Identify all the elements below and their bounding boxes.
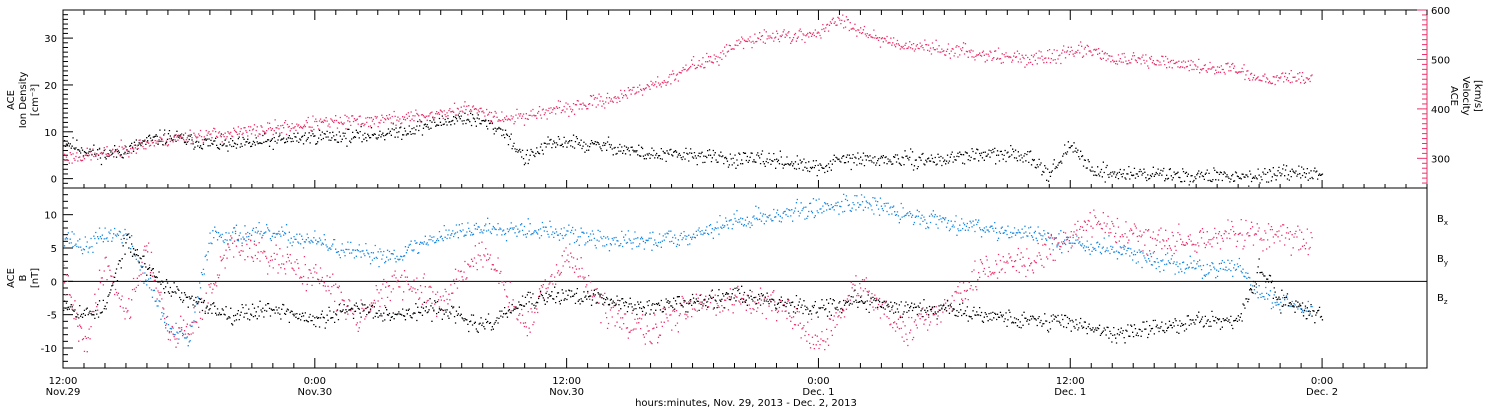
by-series-points bbox=[63, 193, 1313, 347]
x-tick-date: Nov.29 bbox=[46, 387, 81, 398]
b-tick-label: -10 bbox=[41, 344, 57, 355]
x-tick-time: 0:00 bbox=[304, 376, 326, 387]
ion-density-series bbox=[63, 112, 1324, 187]
bottom-panel-frame bbox=[62, 187, 1428, 369]
velocity-tick-label: 500 bbox=[1431, 55, 1450, 66]
bx-series bbox=[63, 233, 1324, 344]
legend-label: Bz bbox=[1437, 293, 1448, 306]
b-tick-label: 0 bbox=[51, 277, 57, 288]
legend-label: By bbox=[1437, 254, 1448, 267]
x-tick-date: Dec. 2 bbox=[1306, 387, 1338, 398]
b-tick-label: -5 bbox=[47, 311, 57, 322]
legend-subscript: z bbox=[1444, 298, 1448, 306]
velocity-series-points bbox=[63, 14, 1313, 164]
legend-subscript: x bbox=[1444, 219, 1448, 227]
b-axis-label-2: [nT] bbox=[30, 268, 41, 288]
b-tick-label: 10 bbox=[44, 211, 57, 222]
x-tick-date: Dec. 1 bbox=[802, 387, 834, 398]
x-axis-title: hours:minutes, Nov. 29, 2013 - Dec. 2, 2… bbox=[635, 398, 857, 409]
x-tick-date: Dec. 1 bbox=[1054, 387, 1086, 398]
top-series-group bbox=[63, 14, 1324, 187]
density-tick-label: 20 bbox=[44, 81, 57, 92]
bx-series-points bbox=[63, 233, 1324, 344]
x-tick-date: Nov.30 bbox=[549, 387, 584, 398]
by-series bbox=[63, 193, 1313, 347]
b-axis-label-1: B bbox=[18, 274, 29, 281]
velocity-axis-label-2: [km/s] bbox=[1472, 80, 1483, 112]
density-tick-label: 30 bbox=[44, 34, 57, 45]
legend-subscript: y bbox=[1444, 259, 1448, 267]
x-tick-time: 0:00 bbox=[1311, 376, 1333, 387]
x-tick-time: 12:00 bbox=[552, 376, 581, 387]
legend-item-Bz: Bz bbox=[1437, 293, 1448, 306]
magnetic-field-panel: -10 -5 0 5 10 ACE B [nT] Bx By Bz bbox=[6, 187, 1448, 369]
velocity-tick-label: 300 bbox=[1431, 154, 1450, 165]
x-tick-time: 12:00 bbox=[49, 376, 78, 387]
ion-density-series-points bbox=[63, 112, 1324, 187]
x-tick-time: 0:00 bbox=[807, 376, 829, 387]
velocity-tick-label: 400 bbox=[1431, 105, 1450, 116]
density-axis-label-1: Ion Density bbox=[18, 72, 29, 129]
legend-label: Bx bbox=[1437, 214, 1448, 227]
density-axis-label-0: ACE bbox=[6, 90, 17, 110]
b-axis-label-0: ACE bbox=[6, 268, 17, 288]
velocity-series bbox=[63, 14, 1313, 164]
density-axis-label-2: [cm⁻³] bbox=[30, 84, 41, 116]
velocity-tick-label: 600 bbox=[1431, 6, 1450, 17]
bz-series-points bbox=[63, 209, 1313, 353]
legend-item-By: By bbox=[1437, 254, 1448, 267]
x-tick-date: Nov.30 bbox=[297, 387, 332, 398]
legend-item-Bx: Bx bbox=[1437, 214, 1448, 227]
time-axis: 12:00Nov.290:00Nov.3012:00Nov.300:00Dec.… bbox=[46, 10, 1428, 398]
b-tick-label: 5 bbox=[51, 244, 57, 255]
bottom-series-group bbox=[63, 193, 1324, 353]
x-tick-time: 12:00 bbox=[1056, 376, 1085, 387]
bz-series bbox=[63, 209, 1313, 353]
velocity-axis-label-1: Velocity bbox=[1460, 76, 1471, 115]
velocity-axis-label-0: ACE bbox=[1448, 86, 1459, 106]
density-tick-label: 0 bbox=[51, 175, 57, 186]
density-tick-label: 10 bbox=[44, 128, 57, 139]
